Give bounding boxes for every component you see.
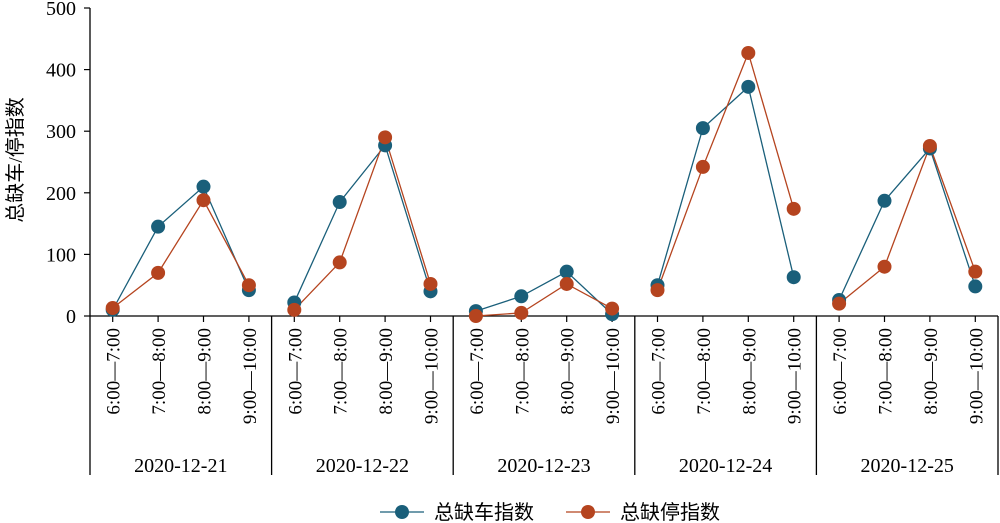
x-tick-label: 8:00—9:00 xyxy=(558,328,579,415)
x-tick-label: 7:00—8:00 xyxy=(149,328,170,415)
legend-marker xyxy=(395,505,409,519)
x-tick-label: 8:00—9:00 xyxy=(376,328,397,415)
x-tick-label: 9:00—10:00 xyxy=(966,328,987,424)
x-tick-label: 8:00—9:00 xyxy=(921,328,942,415)
data-point xyxy=(968,264,983,279)
data-point xyxy=(559,264,574,279)
x-tick-label: 8:00—9:00 xyxy=(195,328,216,415)
series-1 xyxy=(112,85,976,315)
data-point xyxy=(877,259,892,274)
legend-marker xyxy=(581,505,595,519)
data-point xyxy=(832,296,847,311)
data-point xyxy=(741,79,756,94)
x-tick-label: 8:00—9:00 xyxy=(739,328,760,415)
series-line xyxy=(838,147,976,301)
date-group-label: 2020-12-23 xyxy=(497,455,590,477)
data-point xyxy=(786,270,801,285)
series-line xyxy=(838,144,976,305)
y-axis-label: 总缺车/停指数 xyxy=(4,97,27,223)
series-line xyxy=(656,85,795,286)
data-point xyxy=(922,138,937,153)
data-point xyxy=(332,195,347,210)
series-line xyxy=(475,283,613,317)
data-point xyxy=(559,276,574,291)
data-point xyxy=(423,276,438,291)
x-tick-label: 6:00—7:00 xyxy=(104,328,125,415)
legend-label: 总缺车指数 xyxy=(434,501,534,523)
series-line xyxy=(293,135,432,311)
x-tick-label: 9:00—10:00 xyxy=(603,328,624,424)
legend: 总缺车指数 总缺停指数 xyxy=(380,501,720,523)
y-tick-label: 300 xyxy=(46,121,76,143)
data-point xyxy=(378,130,393,145)
x-tick-label: 7:00—8:00 xyxy=(876,328,897,415)
data-point xyxy=(605,301,620,316)
x-labels: 6:00—7:00 7:00—8:00 8:00—9:00 9:00—10:00 202… xyxy=(104,328,988,477)
y-tick-label: 0 xyxy=(66,306,76,328)
data-point xyxy=(241,278,256,293)
series-line xyxy=(475,270,613,315)
x-tick-label: 9:00—10:00 xyxy=(240,328,261,424)
y-tick-label: 400 xyxy=(46,60,76,82)
series-line xyxy=(293,144,432,303)
y-tick-label: 100 xyxy=(46,244,76,266)
data-point xyxy=(514,305,529,320)
y-tick-label: 500 xyxy=(46,0,76,20)
series-2 xyxy=(112,50,976,317)
series-line xyxy=(656,50,795,291)
data-point xyxy=(650,283,665,298)
date-group-label: 2020-12-22 xyxy=(316,455,409,477)
date-group-label: 2020-12-25 xyxy=(861,455,954,477)
x-tick-label: 7:00—8:00 xyxy=(331,328,352,415)
y-ticks: 0 100 200 300 400 500 xyxy=(46,0,90,328)
data-point xyxy=(741,45,756,60)
series-markers-2 xyxy=(105,45,983,323)
data-point xyxy=(968,279,983,294)
axes xyxy=(89,8,999,475)
data-point xyxy=(468,309,483,323)
x-tick-label: 9:00—10:00 xyxy=(422,328,443,424)
data-point xyxy=(695,159,710,174)
data-point xyxy=(151,219,166,234)
data-point xyxy=(196,179,211,194)
series-line xyxy=(112,185,250,311)
x-tick-label: 6:00—7:00 xyxy=(285,328,306,415)
x-tick-label: 6:00—7:00 xyxy=(830,328,851,415)
data-point xyxy=(786,201,801,216)
data-point xyxy=(105,300,120,315)
series-layer xyxy=(105,45,983,323)
data-point xyxy=(332,255,347,270)
series-markers-1 xyxy=(105,79,983,322)
data-point xyxy=(151,265,166,280)
x-tick-label: 6:00—7:00 xyxy=(649,328,670,415)
y-tick-label: 200 xyxy=(46,183,76,205)
data-point xyxy=(514,289,529,304)
data-point xyxy=(196,193,211,208)
x-tick-label: 7:00—8:00 xyxy=(694,328,715,415)
data-point xyxy=(877,193,892,208)
series-line xyxy=(112,198,250,309)
legend-label: 总缺停指数 xyxy=(620,501,720,523)
data-point xyxy=(287,302,302,317)
x-tick-label: 9:00—10:00 xyxy=(785,328,806,424)
x-tick-label: 7:00—8:00 xyxy=(512,328,533,415)
data-point xyxy=(695,121,710,136)
x-tick-label: 6:00—7:00 xyxy=(467,328,488,415)
date-group-label: 2020-12-21 xyxy=(134,455,227,477)
date-group-label: 2020-12-24 xyxy=(679,455,772,477)
